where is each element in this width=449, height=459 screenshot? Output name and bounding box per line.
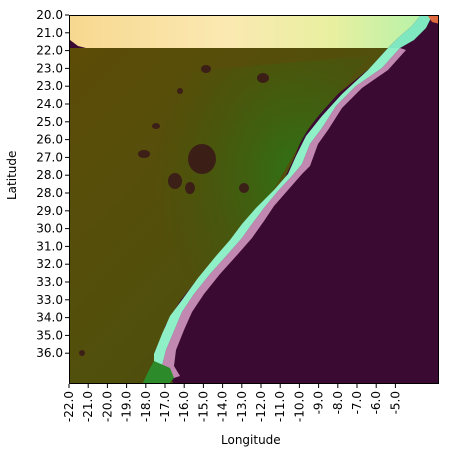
- y-tick-label: 30.0: [36, 222, 63, 236]
- northern-band-edge: [388, 16, 432, 48]
- y-axis-label: Latitude: [5, 150, 19, 200]
- x-tick-label: -13.0: [235, 391, 249, 422]
- x-tick-label: -14.0: [216, 391, 230, 422]
- x-tick-label: -22.0: [62, 391, 76, 422]
- y-tick-label: 31.0: [36, 239, 63, 253]
- y-tick-label: 20.0: [36, 8, 63, 22]
- x-axis-label: Longitude: [221, 433, 281, 447]
- y-tick-label: 32.0: [36, 257, 63, 271]
- x-tick-label: -21.0: [81, 391, 95, 422]
- vegetation-region: [130, 56, 370, 346]
- x-tick-label: -15.0: [196, 391, 210, 422]
- x-tick-label: -6.0: [369, 391, 383, 414]
- y-tick-label: 33.0: [36, 293, 63, 307]
- y-tick-label: 29.0: [36, 204, 63, 218]
- x-tick-label: -18.0: [139, 391, 153, 422]
- x-axis-ticks: -22.0 -21.0 -20.0 -19.0 -18.0 -17.0 -16.0 -15.0…: [62, 384, 402, 422]
- y-tick-label: 28.0: [36, 168, 63, 182]
- y-tick-label: 23.0: [36, 79, 63, 93]
- x-tick-label: -19.0: [120, 391, 134, 422]
- y-tick-label: 27.0: [36, 150, 63, 164]
- northeast-corner: [428, 16, 438, 24]
- x-tick-label: -5.0: [388, 391, 402, 414]
- x-tick-label: -8.0: [331, 391, 345, 414]
- x-tick-label: -17.0: [158, 391, 172, 422]
- y-tick-label: 34.0: [36, 311, 63, 325]
- y-tick-label: 33.0: [36, 275, 63, 289]
- x-tick-label: -10.0: [292, 391, 306, 422]
- interior-patches: [79, 65, 269, 356]
- y-tick-label: 21.0: [36, 26, 63, 40]
- northern-band: [70, 16, 420, 48]
- y-tick-label: 22.0: [36, 44, 63, 58]
- x-tick-label: -20.0: [100, 391, 114, 422]
- southern-coast-green: [142, 361, 174, 383]
- y-tick-label: 36.0: [36, 346, 63, 360]
- y-tick-label: 26.0: [36, 133, 63, 147]
- y-tick-label: 23.0: [36, 61, 63, 75]
- x-tick-label: -7.0: [350, 391, 364, 414]
- y-axis-ticks: 20.0 21.0 22.0 23.0 23.0 24.0 25.0 26.0 27.0 28.0…: [36, 8, 69, 360]
- x-tick-label: -16.0: [177, 391, 191, 422]
- map-plot-area: [69, 15, 439, 384]
- map-raster: [70, 16, 438, 383]
- y-tick-label: 24.0: [36, 97, 63, 111]
- y-tick-label: 25.0: [36, 115, 63, 129]
- y-tick-label: 35.0: [36, 328, 63, 342]
- x-tick-label: -11.0: [273, 391, 287, 422]
- x-tick-label: -9.0: [312, 391, 326, 414]
- y-tick-label: 28.0: [36, 186, 63, 200]
- x-tick-label: -12.0: [254, 391, 268, 422]
